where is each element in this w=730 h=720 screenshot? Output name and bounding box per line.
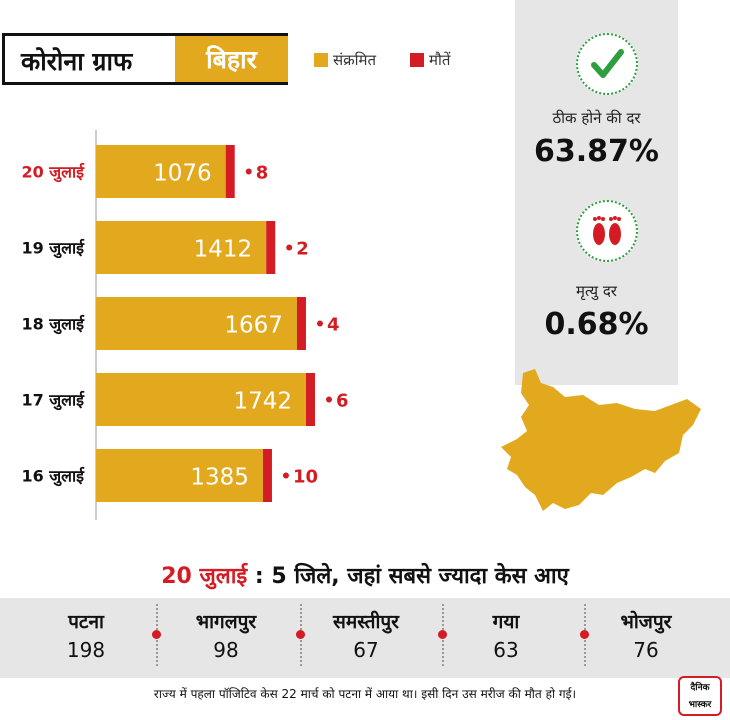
footnote: राज्य में पहला पॉजिटिव केस 22 मार्च को प… [153,687,577,701]
district-name: गया [492,611,520,633]
separator-dot [438,630,447,639]
district-separator [296,604,305,666]
deaths-value-label: 10 [293,467,318,488]
legend-infected-swatch [314,53,328,67]
legend-infected-label: संक्रमित [333,51,377,69]
districts-colon: : [254,564,272,589]
recovery-rate-label: ठीक होने की दर [552,109,641,127]
district-item: भोजपुर 76 [586,608,706,662]
district-separator [438,604,447,666]
district-value: 76 [633,638,659,662]
district-item: भागलपुर 98 [166,608,286,662]
logo-line2: भास्कर [688,700,712,710]
deaths-dot [316,320,323,327]
deaths-dot [286,244,293,251]
deaths-value-label: 2 [296,239,309,260]
legend-deaths-label: मौतें [429,51,451,69]
infected-bar [96,145,226,198]
infected-value-label: 1412 [194,237,253,263]
district-item: पटना 198 [26,608,146,662]
category-label: 20 जुलाई [21,163,85,183]
deaths-bar [225,145,235,198]
category-label: 16 जुलाई [21,467,85,487]
districts-band: पटना 198 भागलपुर 98 समस्तीपुर 67 गया 63 … [0,598,730,678]
deaths-value-label: 4 [327,315,340,336]
stats-panel: ठीक होने की दर 63.87% मृत्यु दर 0.68% [515,0,678,385]
district-item: समस्तीपुर 67 [306,608,426,662]
infected-bar [96,221,267,274]
deaths-dot [245,168,252,175]
district-value: 63 [493,638,519,662]
district-separator [152,604,161,666]
deaths-dot [282,472,289,479]
deaths-bar [266,221,276,274]
header-box: कोरोना ग्राफ बिहार [2,33,288,85]
infected-value-label: 1667 [224,313,283,339]
brand-logo: दैनिक भास्कर [678,676,722,716]
district-name: भागलपुर [195,611,257,633]
infected-value-label: 1076 [153,161,212,187]
district-item: गया 63 [446,608,566,662]
state-label: बिहार [175,36,288,82]
chart-title: कोरोना ग्राफ [21,47,133,76]
infected-bar [96,449,263,502]
districts-title-rest: 5 जिले, जहां सबसे ज्यादा केस आए [271,564,569,589]
district-name: पटना [68,611,104,633]
bar-chart: 20 जुलाई 1076 8 19 जुलाई 1412 2 18 जुलाई 1667 4 1… [21,130,349,520]
checkmark-icon [576,33,638,95]
category-label: 18 जुलाई [21,315,85,335]
deaths-value-label: 8 [256,163,269,184]
district-value: 98 [213,638,239,662]
district-value: 198 [66,638,106,662]
separator-dot [296,630,305,639]
district-name: भोजपुर [620,611,672,633]
legend-deaths: मौतें [410,50,450,70]
legend-infected: संक्रमित [314,50,376,70]
infected-value-label: 1385 [190,465,249,491]
deaths-bar [262,449,272,502]
death-rate-value: 0.68% [544,307,649,342]
separator-dot [152,630,161,639]
footprints-icon [576,200,638,262]
deaths-dot [326,396,332,403]
category-label: 17 जुलाई [21,391,85,411]
bihar-map [501,369,701,511]
death-rate-label: मृत्यु दर [576,282,617,300]
category-label: 19 जुलाई [21,239,85,259]
deaths-bar [306,373,315,426]
deaths-bar [296,297,306,350]
infected-bar [96,297,297,350]
legend-deaths-swatch [410,53,424,67]
infected-bar [96,373,306,426]
district-separator [580,604,589,666]
district-value: 67 [353,638,379,662]
district-name: समस्तीपुर [333,611,399,633]
districts-title: 20 जुलाई : 5 जिले, जहां सबसे ज्यादा केस … [0,560,730,590]
logo-line1: दैनिक [690,683,710,693]
deaths-value-label: 6 [336,391,349,412]
separator-dot [580,630,589,639]
districts-date: 20 जुलाई [161,564,248,589]
recovery-rate-value: 63.87% [534,134,659,169]
infected-value-label: 1742 [233,389,292,415]
